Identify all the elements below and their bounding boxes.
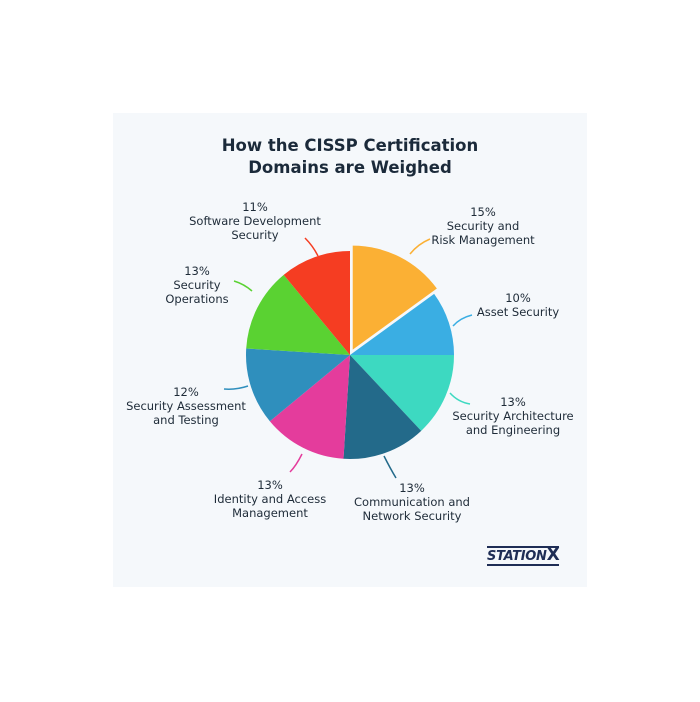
data-label-text: and Testing [153, 413, 219, 427]
leader-line [452, 314, 473, 327]
data-label: 10% Asset Security [477, 291, 559, 319]
data-label-text: Security [173, 278, 221, 292]
data-label-text: Security Assessment [126, 399, 246, 413]
data-label-text: Risk Management [431, 233, 535, 247]
pie-slice-security-and-risk-management [352, 245, 437, 350]
data-label-text: Security [231, 228, 279, 242]
data-label-text: Communication and [354, 495, 470, 509]
leader-line [409, 238, 431, 255]
data-label-text: Asset Security [476, 305, 560, 319]
data-label-text: Security and [446, 219, 520, 233]
leader-line [289, 453, 303, 473]
stationx-logo: STATIONX [487, 545, 560, 566]
chart-title-line-1: How the CISSP Certification [221, 136, 479, 155]
leader-line [233, 280, 253, 292]
logo-text: STATION [487, 549, 547, 564]
pie-slice-asset-security [350, 293, 454, 355]
leader-line [449, 392, 471, 405]
data-label-text: Security Architecture [452, 409, 574, 423]
data-label-text: Software Development [189, 214, 321, 228]
data-label: 13% Communication and Network Security [354, 481, 470, 523]
pie-slice-security-operations [246, 274, 350, 355]
leader-line [383, 455, 397, 479]
pie-slice-security-assessment-and-testing [246, 348, 350, 422]
data-label-percent: 11% [242, 200, 268, 214]
data-label-percent: 13% [184, 264, 210, 278]
pie-slice-software-development-security [283, 251, 350, 355]
data-label-percent: 13% [257, 478, 283, 492]
data-label-text: Management [232, 506, 308, 520]
chart-title-line-2: Domains are Weighed [248, 158, 452, 177]
data-label-text: Operations [165, 292, 229, 306]
data-label-text: Identity and Access [213, 492, 327, 506]
data-label: 13% Security Operations [165, 264, 228, 306]
leader-line [304, 237, 319, 257]
data-label-percent: 13% [500, 395, 526, 409]
pie-slice-identity-and-access-management [269, 355, 350, 459]
leader-line [223, 385, 249, 390]
data-label-percent: 13% [399, 481, 425, 495]
data-label-text: Network Security [362, 509, 462, 523]
data-label-percent: 15% [470, 205, 496, 219]
data-label: 11% Software Development Security [189, 200, 321, 242]
data-label: 15% Security and Risk Management [431, 205, 534, 247]
pie-slice-security-architecture-and-engineering [350, 355, 454, 431]
logo-x: X [546, 545, 560, 565]
data-label-percent: 10% [505, 291, 531, 305]
data-label: 13% Identity and Access Management [214, 478, 326, 520]
data-label-percent: 12% [173, 385, 199, 399]
data-label: 13% Security Architecture and Engineering [452, 395, 573, 437]
pie-slice-communication-and-network-security [343, 355, 422, 459]
data-label-text: and Engineering [465, 423, 561, 437]
data-label: 12% Security Assessment and Testing [126, 385, 246, 427]
